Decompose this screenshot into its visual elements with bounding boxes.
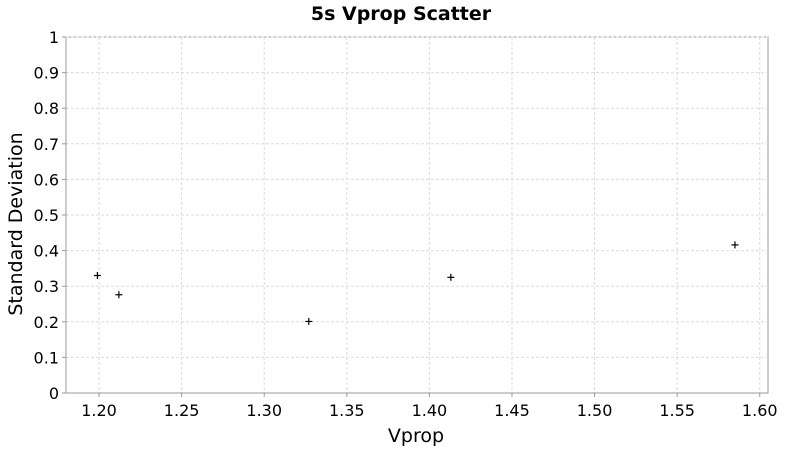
y-tick-label: 0.6 (34, 170, 59, 189)
y-tick-label: 0.3 (34, 277, 59, 296)
x-tick-label: 1.60 (742, 401, 778, 420)
data-point (305, 317, 313, 325)
x-tick-label: 1.40 (412, 401, 448, 420)
x-tick-label: 1.55 (659, 401, 695, 420)
chart-title: 5s Vprop Scatter (311, 3, 492, 25)
x-axis-label: Vprop (388, 425, 444, 447)
data-point (115, 291, 123, 299)
y-tick-label: 0 (49, 384, 59, 403)
x-tick-label: 1.35 (329, 401, 365, 420)
x-tick-label: 1.25 (164, 401, 200, 420)
x-tick-label: 1.20 (81, 401, 117, 420)
y-tick-label: 0.9 (34, 64, 59, 83)
y-tick-label: 0.5 (34, 206, 59, 225)
y-tick-label: 0.4 (34, 242, 59, 261)
x-tick-label: 1.30 (246, 401, 282, 420)
y-tick-label: 1 (49, 28, 59, 47)
x-tick-label: 1.50 (577, 401, 613, 420)
data-point (731, 241, 739, 249)
plot-area: 1.20 1.25 1.30 1.35 1.40 1.45 1.50 1.55 1.60 0 0.1… (34, 28, 778, 420)
x-tick-label: 1.45 (494, 401, 530, 420)
y-tick-label: 0.8 (34, 99, 59, 118)
y-tick-label: 0.2 (34, 313, 59, 332)
y-tick-label: 0.1 (34, 348, 59, 367)
y-tick-label: 0.7 (34, 135, 59, 154)
y-axis-label: Standard Deviation (5, 132, 27, 315)
data-point (447, 273, 455, 281)
data-point (93, 272, 101, 280)
